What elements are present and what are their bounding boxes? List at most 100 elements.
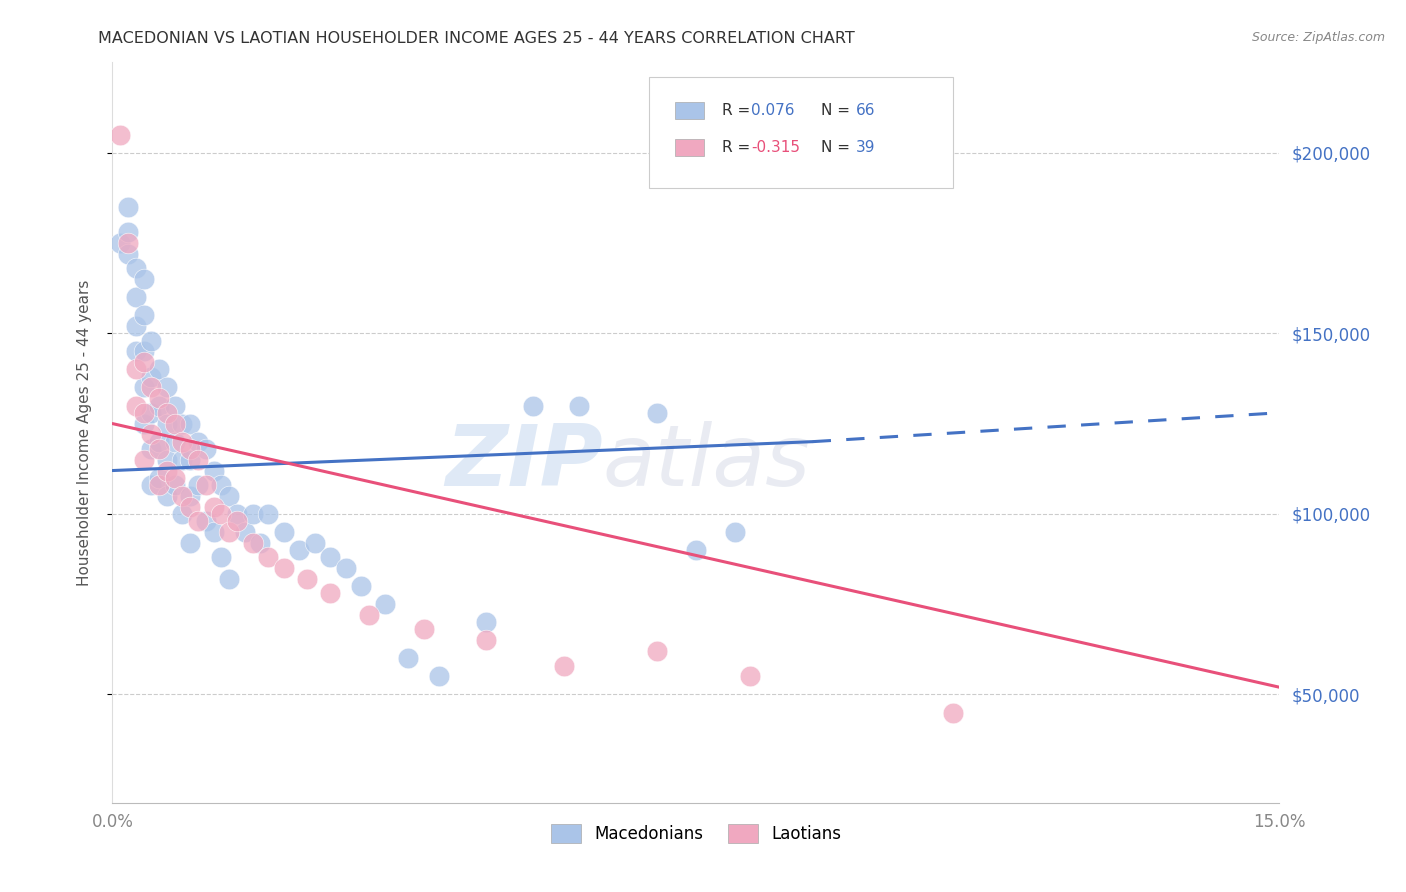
Point [226, 507, 249, 521]
Point [319, 586, 342, 600]
Point [148, 392, 170, 406]
Point [273, 561, 295, 575]
Point [125, 290, 148, 304]
Point [740, 669, 762, 683]
Point [125, 344, 148, 359]
Point [125, 261, 148, 276]
Point [141, 478, 163, 492]
Point [172, 434, 194, 449]
Point [209, 550, 232, 565]
Point [295, 572, 318, 586]
Point [148, 362, 170, 376]
Text: R =: R = [721, 103, 755, 118]
Y-axis label: Householder Income Ages 25 - 44 years: Householder Income Ages 25 - 44 years [77, 279, 91, 586]
Point [125, 399, 148, 413]
Point [132, 406, 155, 420]
Legend: Macedonians, Laotians: Macedonians, Laotians [544, 817, 848, 850]
Point [304, 535, 326, 549]
Point [218, 489, 240, 503]
Point [218, 524, 240, 539]
Point [242, 507, 264, 521]
Point [163, 478, 186, 492]
Point [148, 434, 170, 449]
Text: 66: 66 [856, 103, 876, 118]
Point [226, 514, 249, 528]
Point [117, 225, 139, 239]
Point [942, 706, 965, 720]
Point [187, 478, 209, 492]
FancyBboxPatch shape [650, 78, 953, 188]
Point [202, 464, 225, 478]
Point [132, 380, 155, 394]
Point [374, 597, 396, 611]
Point [148, 471, 170, 485]
Point [156, 406, 179, 420]
Point [117, 235, 139, 250]
Point [257, 507, 280, 521]
Point [148, 478, 170, 492]
Point [110, 235, 132, 250]
Point [187, 434, 209, 449]
Point [319, 550, 342, 565]
Point [187, 514, 209, 528]
Point [359, 607, 381, 622]
Text: N =: N = [821, 140, 855, 155]
Point [125, 362, 148, 376]
Point [132, 417, 155, 431]
Point [156, 417, 179, 431]
Point [117, 247, 139, 261]
Point [172, 452, 194, 467]
Point [645, 644, 668, 658]
Point [396, 651, 419, 665]
Point [179, 500, 201, 514]
Text: MACEDONIAN VS LAOTIAN HOUSEHOLDER INCOME AGES 25 - 44 YEARS CORRELATION CHART: MACEDONIAN VS LAOTIAN HOUSEHOLDER INCOME… [98, 31, 855, 46]
Point [273, 524, 295, 539]
Point [568, 399, 591, 413]
Point [163, 434, 186, 449]
Point [156, 464, 179, 478]
Point [233, 524, 256, 539]
Point [110, 128, 132, 142]
Point [172, 507, 194, 521]
Point [187, 452, 209, 467]
Point [156, 380, 179, 394]
Point [132, 355, 155, 369]
Point [132, 344, 155, 359]
Point [427, 669, 450, 683]
Text: N =: N = [821, 103, 855, 118]
Point [288, 543, 311, 558]
Point [412, 623, 434, 637]
Point [202, 524, 225, 539]
Point [350, 579, 373, 593]
Point [553, 658, 575, 673]
Point [475, 633, 498, 648]
Text: ZIP: ZIP [444, 421, 603, 504]
Point [132, 308, 155, 322]
Point [156, 489, 179, 503]
Point [218, 572, 240, 586]
Point [257, 550, 280, 565]
Point [522, 399, 544, 413]
Point [148, 399, 170, 413]
Point [156, 452, 179, 467]
Point [242, 535, 264, 549]
Point [194, 442, 217, 456]
Point [179, 489, 201, 503]
Text: atlas: atlas [603, 421, 811, 504]
Text: 0.076: 0.076 [751, 103, 794, 118]
Point [249, 535, 271, 549]
Point [163, 417, 186, 431]
Text: Source: ZipAtlas.com: Source: ZipAtlas.com [1251, 31, 1385, 45]
Point [141, 369, 163, 384]
Point [141, 406, 163, 420]
Point [475, 615, 498, 630]
Point [117, 200, 139, 214]
Point [724, 524, 747, 539]
Point [141, 427, 163, 442]
Point [209, 478, 232, 492]
Text: -0.315: -0.315 [751, 140, 800, 155]
Point [132, 272, 155, 286]
Point [194, 478, 217, 492]
Point [172, 417, 194, 431]
Point [202, 500, 225, 514]
